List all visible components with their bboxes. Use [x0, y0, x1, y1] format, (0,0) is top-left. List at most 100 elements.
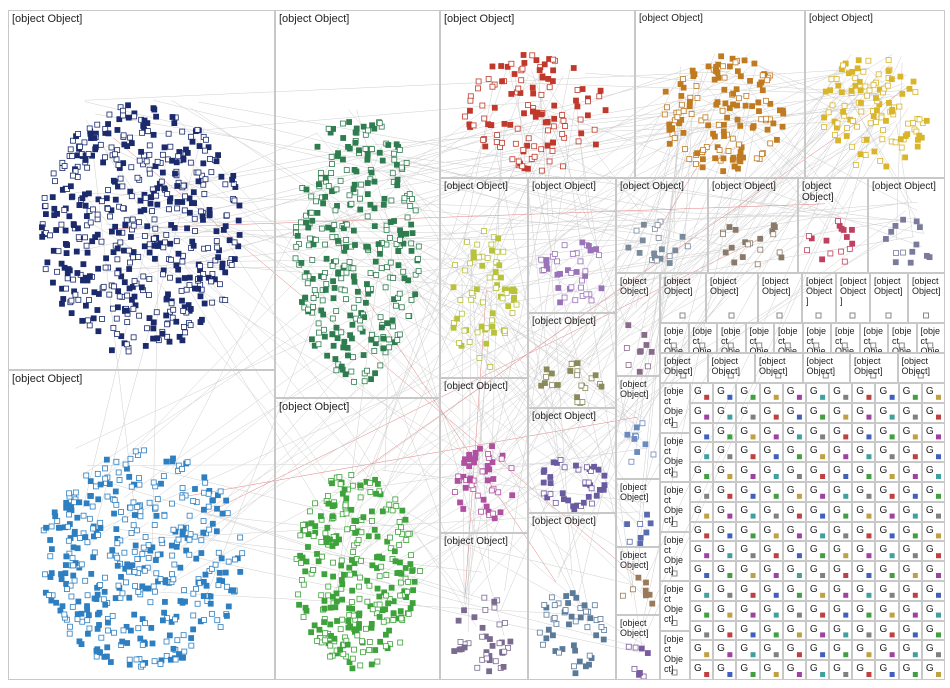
edge: [504, 100, 576, 592]
node: [130, 222, 137, 229]
node: [87, 219, 94, 226]
edge: [348, 109, 480, 270]
edge: [385, 201, 918, 245]
group-label: G: [833, 386, 841, 397]
group-label: G: [856, 524, 865, 536]
group-label: G: [717, 544, 725, 556]
group-box: G: [782, 521, 806, 542]
node: [128, 140, 135, 147]
node: [118, 509, 124, 515]
group-box: [object Object]: [850, 353, 898, 383]
group-label: [object Object]: [806, 276, 833, 307]
group-box: G: [852, 383, 876, 403]
node: [116, 477, 123, 483]
group-box: [object Object]: [802, 323, 831, 353]
group-box: [object Object]: [868, 178, 945, 273]
node: [201, 474, 208, 481]
group-box: G: [759, 383, 783, 403]
group-box: G: [690, 541, 714, 562]
node: [170, 306, 177, 313]
group-box: G: [713, 640, 737, 661]
node: [146, 276, 153, 282]
node: [62, 240, 69, 247]
group-box: G: [852, 442, 876, 463]
group-box: G: [852, 640, 876, 661]
node: [198, 550, 205, 556]
group-box: G: [921, 660, 945, 680]
node: [217, 624, 224, 630]
edge: [381, 469, 649, 504]
group-box: G: [829, 501, 853, 522]
edge: [362, 539, 371, 543]
group-box: G: [875, 600, 899, 621]
node: [93, 653, 100, 660]
group-label: G: [694, 584, 702, 595]
node: [215, 254, 222, 261]
node: [141, 152, 147, 159]
node: [104, 493, 111, 500]
group-box: G: [713, 383, 737, 403]
node: [191, 215, 198, 222]
node: [114, 270, 121, 277]
node: [236, 202, 243, 209]
node: [154, 201, 161, 208]
group-box: G: [852, 660, 876, 680]
node: [166, 338, 173, 345]
group-box: G: [829, 620, 853, 641]
group-label: [object Object]: [12, 373, 83, 385]
node: [206, 212, 213, 219]
node: [74, 514, 81, 521]
node: [184, 225, 190, 232]
group-box: G: [898, 422, 922, 443]
node: [217, 488, 224, 495]
node: [75, 598, 82, 605]
node: [48, 597, 55, 604]
edge: [171, 100, 496, 295]
edge: [499, 65, 752, 295]
group-label: [object Object]: [444, 181, 508, 192]
group-box: G: [898, 561, 922, 581]
edge: [75, 259, 481, 449]
group-box: G: [875, 581, 899, 601]
node: [159, 169, 166, 176]
group-box: [object Object]: [616, 479, 660, 547]
edge: [757, 65, 857, 123]
node: [115, 229, 122, 236]
group-box: G: [898, 462, 922, 482]
node: [160, 473, 167, 480]
node: [96, 291, 102, 297]
node: [72, 489, 79, 496]
group-box: G: [829, 600, 853, 621]
group-label: [object Object]: [532, 181, 596, 192]
group-box: G: [805, 660, 830, 680]
group-label: G: [925, 465, 934, 477]
group-label: [object Object]: [835, 326, 855, 353]
group-label: G: [786, 603, 795, 615]
node: [206, 206, 213, 213]
group-label: [object Object]: [532, 411, 596, 422]
node: [153, 309, 160, 316]
node: [66, 630, 73, 637]
node: [95, 328, 102, 335]
node: [236, 232, 243, 238]
group-label: G: [763, 465, 772, 477]
node: [123, 307, 130, 314]
edge: [508, 118, 675, 222]
group-box: G: [690, 482, 714, 502]
node: [126, 247, 132, 254]
node: [181, 207, 188, 214]
group-label: G: [740, 603, 749, 615]
group-label: G: [902, 386, 911, 397]
group-box: G: [713, 521, 737, 542]
group-box: [object Object]: [805, 10, 945, 178]
node: [92, 144, 99, 151]
group-box: G: [736, 462, 760, 482]
node: [194, 126, 201, 133]
edge: [113, 483, 492, 602]
group-label: G: [902, 584, 911, 595]
node: [237, 569, 244, 575]
group-label: [object Object]: [664, 386, 684, 427]
group-box: G: [713, 462, 737, 482]
group-label: [object Object]: [664, 276, 693, 297]
group-label: [object Object]: [759, 356, 788, 377]
